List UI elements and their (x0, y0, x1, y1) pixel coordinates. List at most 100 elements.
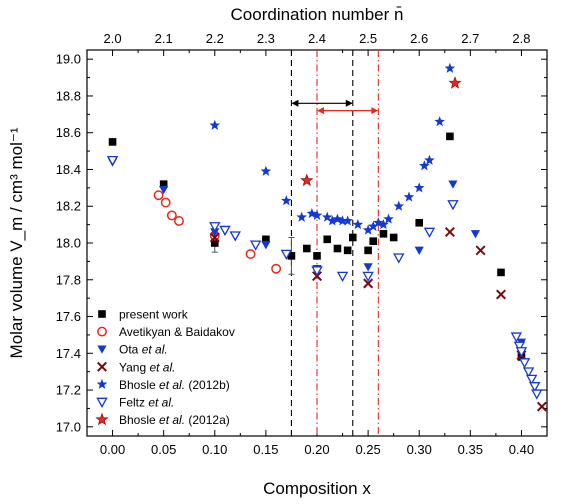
point-feltz-et-al (209, 222, 221, 233)
y-tick-label: 17.8 (56, 272, 81, 287)
point-avetikyan-baidakov (245, 249, 256, 259)
point-present-work (333, 244, 342, 253)
legend-label: Avetikyan & Baidakov (119, 325, 235, 339)
legend: present work Avetikyan & Baidakov Ota et a… (95, 308, 235, 427)
point-feltz-et-al (249, 240, 262, 251)
x-tick-label: 0.30 (407, 442, 432, 457)
point-feltz-et-al (518, 358, 531, 369)
x-tick-label: 0.40 (509, 442, 534, 457)
point-bhosle-et-al-2012b (332, 213, 343, 224)
point-feltz-et-al (531, 389, 543, 400)
point-present-work (389, 233, 398, 242)
top-axis-title: Coordination number n̄ (231, 5, 404, 24)
x-tick-label: 0.20 (304, 442, 329, 457)
point-bhosle-et-al-2012b (337, 215, 348, 226)
y-tick-label: 17.2 (56, 383, 81, 398)
point-present-work (262, 235, 270, 244)
point-yang-et-al (475, 245, 486, 256)
top-tick-label: 2.0 (104, 31, 122, 46)
point-ota-et-al (261, 241, 271, 250)
point-feltz-et-al (515, 347, 528, 358)
point-present-work (159, 180, 168, 188)
y-tick-label: 18.2 (56, 199, 81, 214)
range-arrow-head-left (317, 107, 324, 115)
data-points (106, 62, 547, 412)
plot-axes: 0.00 0.05 0.10 0.15 0.20 0.25 0.30 0.35 0.40 17.0… (56, 31, 548, 457)
point-yang-et-al (363, 278, 374, 289)
point-bhosle-et-al-2012b (419, 160, 430, 171)
point-feltz-et-al (447, 200, 459, 211)
point-bhosle-et-al-2012b (209, 119, 221, 130)
point-bhosle-et-al-2012b (434, 116, 445, 127)
point-feltz-et-al (529, 382, 541, 393)
point-present-work (446, 132, 454, 141)
point-feltz-et-al (362, 271, 374, 283)
point-present-work (210, 239, 219, 247)
point-ota-et-al (470, 230, 481, 239)
legend-marker (98, 310, 106, 318)
range-arrow-head-right (345, 99, 353, 107)
point-feltz-et-al (229, 231, 241, 242)
x-tick-label: 0.00 (100, 442, 125, 457)
range-arrow-head-right (371, 107, 379, 115)
point-bhosle-et-al-2012a (300, 173, 314, 187)
range-annotations (290, 50, 379, 436)
point-bhosle-et-al-2012b (342, 215, 353, 226)
point-present-work (348, 233, 357, 242)
point-feltz-et-al (280, 249, 293, 260)
x-tick-label: 0.10 (202, 442, 227, 457)
point-bhosle-et-al-2012b (352, 219, 364, 230)
point-bhosle-et-al-2012b (296, 211, 307, 222)
point-feltz-et-al (423, 227, 436, 238)
point-present-work (287, 252, 296, 260)
point-ota-et-al (363, 263, 373, 272)
point-feltz-et-al (311, 266, 323, 277)
point-bhosle-et-al-2012b (327, 215, 338, 226)
top-tick-label: 2.8 (512, 31, 530, 46)
point-avetikyan-baidakov (153, 190, 164, 201)
point-ota-et-al (159, 186, 169, 195)
y-axis-title: Molar volume V_m / cm³ mol⁻¹ (7, 127, 26, 358)
legend-marker (95, 412, 109, 426)
point-present-work (364, 246, 372, 255)
point-avetikyan-baidakov (166, 210, 177, 221)
point-present-work (302, 244, 311, 253)
point-feltz-et-al (525, 374, 538, 385)
legend-marker (97, 345, 107, 354)
legend-label: present work (119, 308, 189, 322)
point-ota-et-al (448, 180, 458, 189)
point-present-work (343, 246, 352, 255)
point-avetikyan-baidakov (174, 215, 184, 226)
legend-label: Bhosle et al. (2012b) (119, 378, 230, 392)
point-present-work (415, 218, 424, 227)
point-bhosle-et-al-2012b (311, 209, 323, 220)
point-bhosle-et-al-2012a (448, 76, 462, 89)
top-tick-label: 2.2 (206, 31, 224, 46)
point-bhosle-et-al-2012b (444, 62, 456, 73)
point-feltz-et-al (219, 225, 231, 237)
point-bhosle-et-al-2012b (260, 165, 272, 176)
y-tick-label: 18.0 (56, 236, 81, 251)
point-feltz-et-al (106, 155, 119, 167)
point-ota-et-al (210, 228, 220, 237)
y-tick-label: 19.0 (56, 52, 81, 67)
point-bhosle-et-al-2012b (383, 213, 394, 224)
y-tick-label: 17.0 (56, 419, 81, 434)
x-tick-label: 0.05 (151, 442, 176, 457)
x-tick-label: 0.35 (458, 442, 483, 457)
point-yang-et-al (444, 226, 455, 237)
legend-label: Yang et al. (119, 360, 175, 374)
point-present-work (108, 138, 117, 146)
point-feltz-et-al (522, 367, 535, 378)
point-yang-et-al (536, 401, 547, 412)
point-present-work (497, 268, 505, 277)
point-ota-et-al (414, 246, 424, 255)
x-axis-title: Composition x (263, 479, 371, 498)
point-present-work (313, 252, 321, 260)
point-avetikyan-baidakov (160, 197, 171, 208)
legend-label: Ota et al. (119, 343, 168, 357)
legend-marker (96, 361, 108, 372)
x-tick-label: 0.25 (355, 442, 380, 457)
point-feltz-et-al (336, 271, 349, 283)
